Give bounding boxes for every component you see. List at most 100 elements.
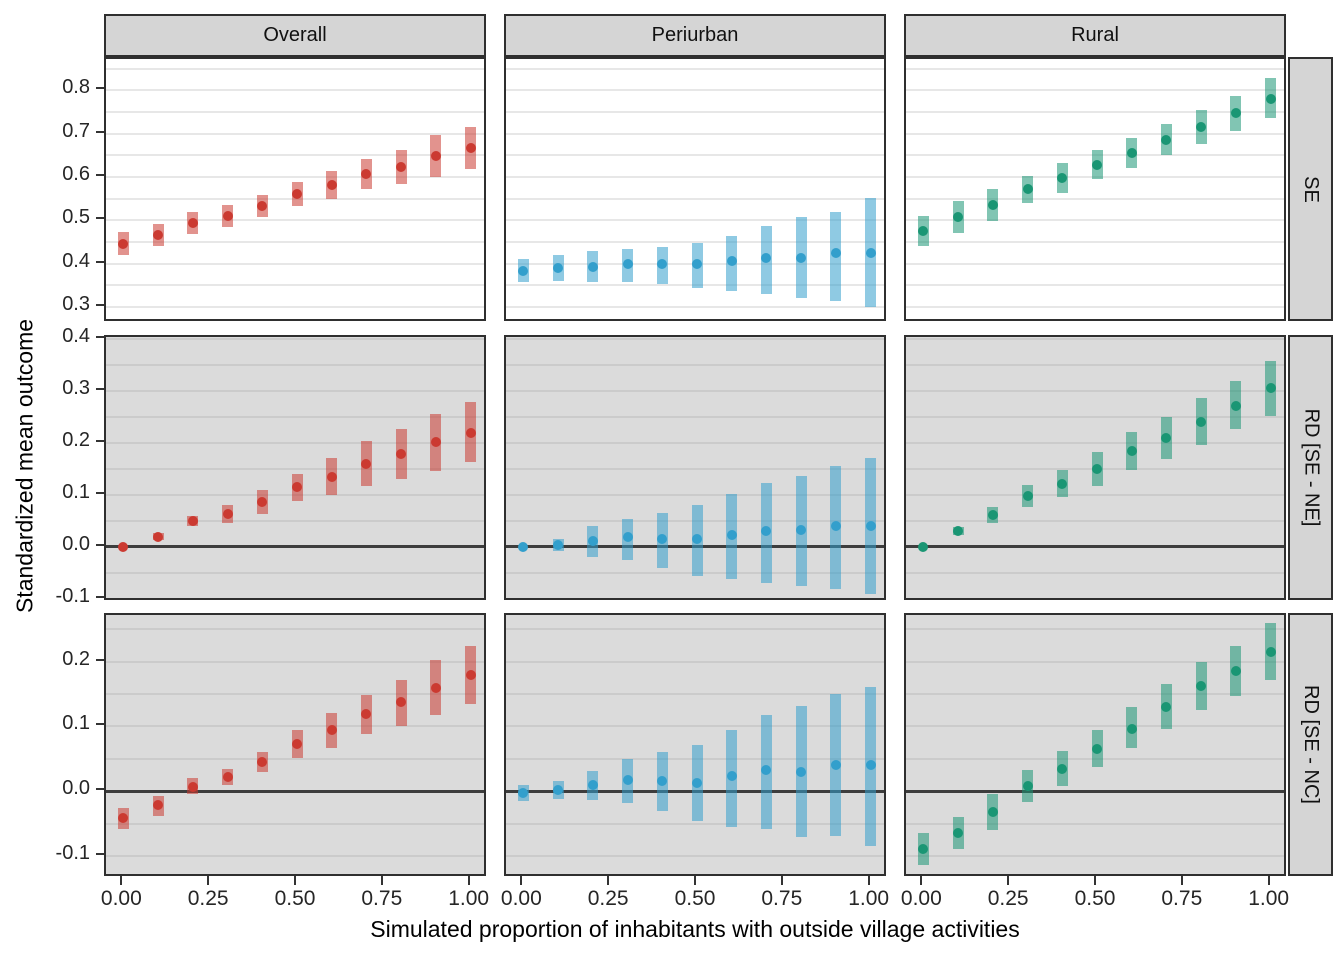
y-tick-mark: [96, 388, 104, 391]
x-tick-mark: [207, 876, 210, 885]
y-tick-label: -0.1: [55, 841, 90, 864]
point-estimate: [657, 776, 668, 787]
point-estimate: [153, 230, 164, 240]
x-tick-mark: [120, 876, 123, 885]
x-tick-mark: [1180, 876, 1183, 885]
point-estimate: [918, 226, 929, 237]
point-estimate: [761, 765, 772, 776]
zero-reference-line: [106, 545, 484, 549]
x-tick-label: 0.00: [500, 887, 542, 910]
x-tick-mark: [694, 876, 696, 885]
point-estimate: [1126, 724, 1137, 734]
x-tick-label: 0.00: [100, 887, 142, 910]
point-estimate: [1161, 432, 1172, 443]
gridline: [106, 725, 484, 728]
point-estimate: [726, 530, 737, 541]
zero-reference-line: [906, 545, 1284, 549]
gridline: [506, 822, 884, 825]
point-estimate: [865, 759, 876, 770]
point-estimate: [987, 806, 998, 817]
point-estimate: [292, 188, 302, 199]
gridline: [106, 693, 484, 696]
point-estimate: [692, 259, 702, 270]
column-strip: Periurban: [504, 14, 886, 57]
point-estimate: [292, 738, 302, 749]
gridline: [506, 110, 884, 113]
point-estimate: [1057, 763, 1068, 774]
gridline: [906, 416, 1284, 419]
point-estimate: [118, 541, 129, 552]
point-estimate: [257, 757, 268, 768]
gridline: [106, 305, 484, 308]
point-estimate: [1196, 681, 1207, 692]
point-estimate: [396, 697, 407, 708]
point-estimate: [987, 510, 998, 521]
point-estimate: [987, 200, 998, 211]
y-tick-mark: [96, 260, 104, 263]
gridline: [506, 197, 884, 200]
point-estimate: [1196, 417, 1207, 428]
point-estimate: [361, 709, 372, 720]
gridline: [906, 693, 1284, 696]
gridline: [506, 628, 884, 631]
gridline: [906, 305, 1284, 308]
x-tick-label: 0.50: [674, 887, 716, 910]
point-estimate: [257, 497, 268, 508]
y-tick-label: 0.3: [62, 377, 90, 400]
row-strip-label: RD [SE - NE]: [1300, 408, 1323, 527]
x-tick-label: 0.25: [187, 887, 229, 910]
x-tick-mark: [780, 876, 783, 885]
gridline: [906, 67, 1284, 70]
column-strip-label: Periurban: [651, 24, 739, 46]
point-estimate: [1161, 701, 1172, 712]
gridline: [506, 175, 884, 178]
x-tick-label: 0.25: [587, 887, 629, 910]
point-estimate: [622, 774, 633, 785]
point-estimate: [918, 541, 929, 552]
point-estimate: [153, 531, 164, 542]
panel: [504, 57, 886, 321]
x-tick-label: 0.75: [361, 887, 403, 910]
gridline: [506, 305, 884, 308]
point-estimate: [1265, 646, 1276, 657]
point-estimate: [430, 682, 441, 693]
gridline: [906, 660, 1284, 663]
gridline: [506, 89, 884, 92]
point-estimate: [292, 482, 302, 493]
gridline: [506, 67, 884, 70]
gridline: [906, 262, 1284, 265]
point-estimate: [657, 258, 668, 269]
point-estimate: [1230, 108, 1241, 119]
gridline: [106, 571, 484, 574]
gridline: [906, 197, 1284, 200]
point-estimate: [187, 217, 198, 228]
y-tick-label: 0.3: [62, 292, 90, 315]
row-strip: RD [SE - NC]: [1288, 613, 1333, 876]
point-estimate: [796, 766, 807, 777]
gridline: [106, 284, 484, 287]
point-estimate: [622, 531, 633, 542]
point-estimate: [1265, 93, 1276, 104]
x-tick-label: 0.75: [1161, 887, 1203, 910]
point-estimate: [553, 539, 564, 550]
y-tick-mark: [96, 336, 104, 339]
point-estimate: [587, 535, 598, 546]
gridline: [906, 442, 1284, 444]
y-tick-label: 0.2: [62, 429, 90, 451]
gridline: [506, 364, 884, 367]
gridline: [906, 110, 1284, 113]
y-tick-mark: [96, 595, 104, 598]
x-tick-label: 0.25: [987, 887, 1029, 910]
gridline: [906, 219, 1284, 222]
point-estimate: [1022, 184, 1033, 195]
x-tick-mark: [467, 876, 470, 885]
y-tick-mark: [96, 303, 104, 306]
gridline: [506, 693, 884, 696]
panel: [904, 613, 1286, 876]
gridline: [906, 571, 1284, 574]
y-tick-mark: [96, 440, 104, 442]
x-tick-mark: [607, 876, 610, 885]
y-tick-label: 0.5: [62, 206, 90, 229]
panel: [904, 335, 1286, 600]
gridline: [106, 154, 484, 157]
